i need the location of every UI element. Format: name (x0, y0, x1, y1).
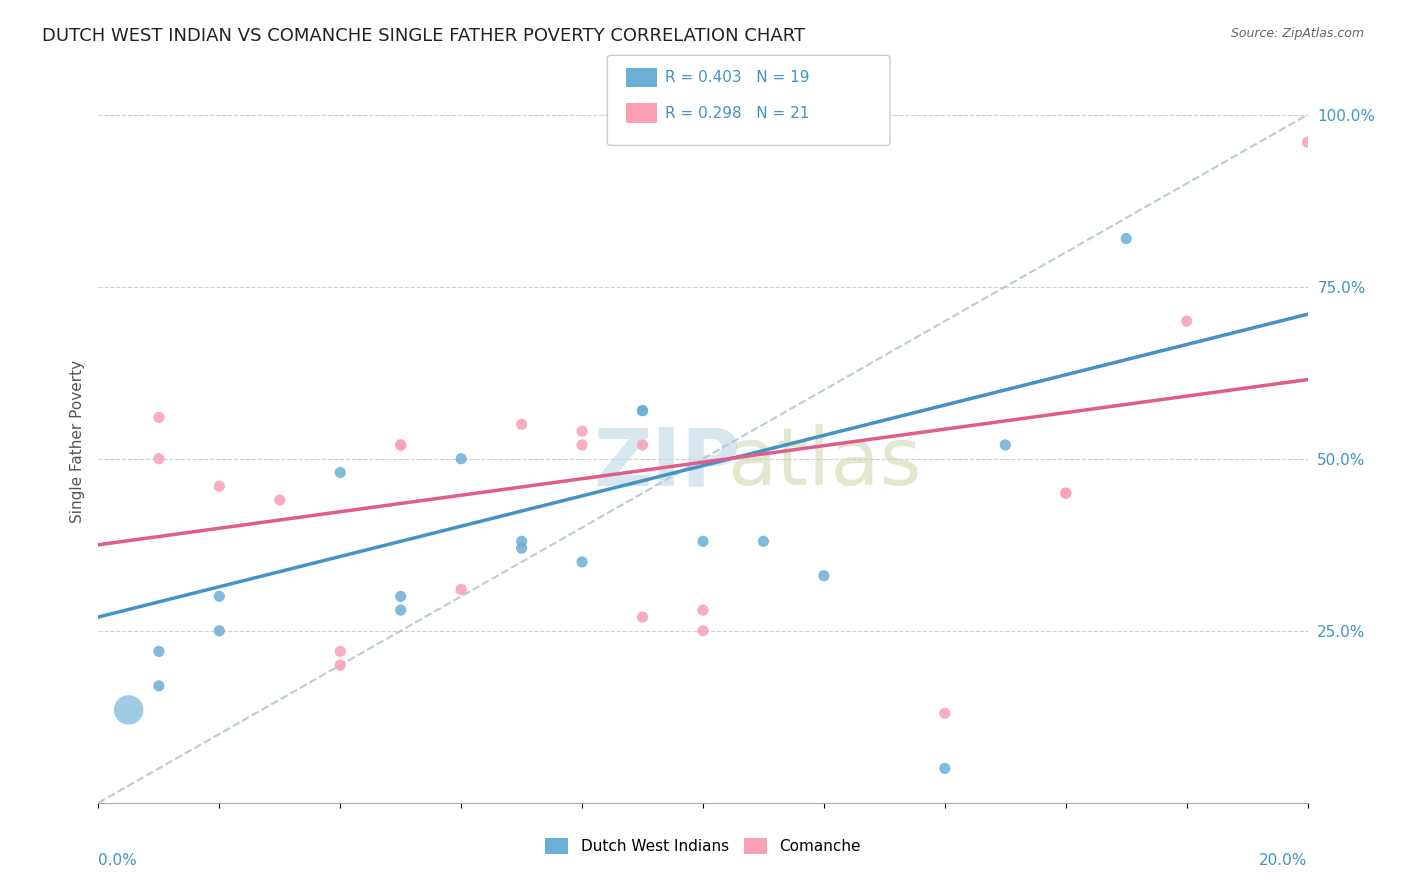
Point (934, 761, 956, 775)
Point (389, 603, 412, 617)
Point (269, 493, 291, 508)
Point (994, 438, 1017, 452)
Text: 0.0%: 0.0% (98, 854, 138, 869)
Point (389, 590, 412, 604)
Point (510, 534, 533, 549)
Text: DUTCH WEST INDIAN VS COMANCHE SINGLE FATHER POVERTY CORRELATION CHART: DUTCH WEST INDIAN VS COMANCHE SINGLE FAT… (42, 27, 806, 45)
Point (208, 479, 231, 493)
Point (1054, 486, 1077, 500)
Point (450, 451, 472, 466)
Point (148, 644, 170, 658)
Point (118, 703, 141, 717)
Point (148, 679, 170, 693)
Text: ZIP: ZIP (593, 425, 741, 502)
Point (692, 534, 714, 549)
Point (631, 438, 654, 452)
Point (510, 541, 533, 556)
Point (329, 658, 352, 673)
Point (631, 403, 654, 417)
Text: Source: ZipAtlas.com: Source: ZipAtlas.com (1230, 27, 1364, 40)
Point (148, 451, 170, 466)
Point (1115, 231, 1137, 245)
Point (692, 603, 714, 617)
Point (208, 590, 231, 604)
Point (329, 644, 352, 658)
Point (389, 438, 412, 452)
Legend: Dutch West Indians, Comanche: Dutch West Indians, Comanche (540, 832, 866, 860)
Text: atlas: atlas (727, 425, 921, 502)
Point (510, 417, 533, 432)
Point (1054, 486, 1077, 500)
Point (148, 410, 170, 425)
Point (389, 438, 412, 452)
Point (1175, 314, 1198, 328)
Point (571, 424, 593, 438)
Point (934, 706, 956, 721)
Text: R = 0.298   N = 21: R = 0.298 N = 21 (665, 106, 810, 120)
Point (813, 568, 835, 582)
Point (571, 438, 593, 452)
Point (1296, 135, 1319, 149)
Point (450, 582, 472, 597)
Text: R = 0.403   N = 19: R = 0.403 N = 19 (665, 70, 810, 85)
Point (752, 534, 775, 549)
Point (208, 624, 231, 638)
Text: 20.0%: 20.0% (1260, 854, 1308, 869)
Y-axis label: Single Father Poverty: Single Father Poverty (69, 360, 84, 523)
Point (571, 555, 593, 569)
Point (329, 466, 352, 480)
Point (631, 610, 654, 624)
Point (692, 624, 714, 638)
Point (631, 403, 654, 417)
